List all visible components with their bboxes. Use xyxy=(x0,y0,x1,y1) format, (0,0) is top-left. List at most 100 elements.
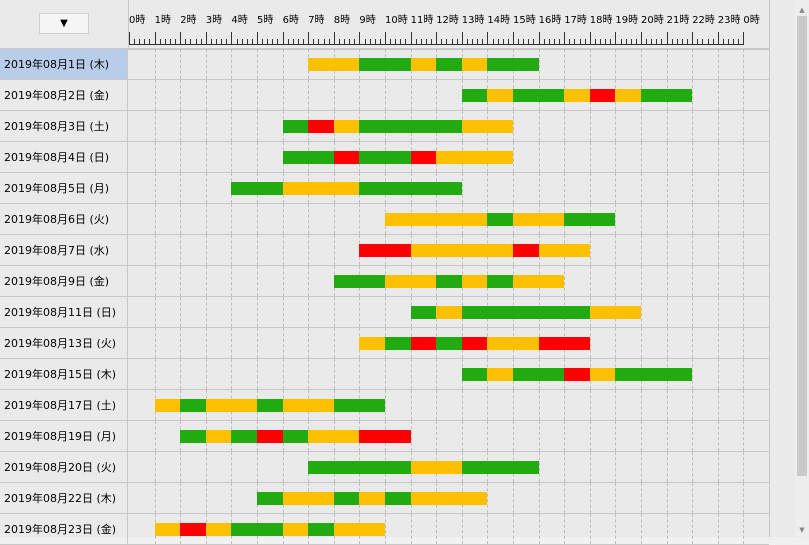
day-row[interactable]: 2019年08月9日 (金) xyxy=(0,266,769,297)
row-date-label[interactable]: 2019年08月13日 (火) xyxy=(0,328,128,358)
time-segment-green[interactable] xyxy=(333,399,385,412)
time-segment-red[interactable] xyxy=(257,430,283,443)
time-segment-green[interactable] xyxy=(564,213,616,226)
time-segment-red[interactable] xyxy=(538,337,590,350)
time-segment-green[interactable] xyxy=(282,120,309,133)
time-segment-green[interactable] xyxy=(333,492,360,505)
time-segment-green[interactable] xyxy=(359,58,411,71)
time-segment-red[interactable] xyxy=(359,244,411,257)
time-segment-yellow[interactable] xyxy=(615,89,641,102)
row-date-label[interactable]: 2019年08月7日 (水) xyxy=(0,235,128,265)
day-row[interactable]: 2019年08月13日 (火) xyxy=(0,328,769,359)
time-segment-yellow[interactable] xyxy=(154,399,181,412)
day-row[interactable]: 2019年08月2日 (金) xyxy=(0,80,769,111)
time-segment-green[interactable] xyxy=(487,58,539,71)
time-segment-yellow[interactable] xyxy=(282,492,334,505)
day-row[interactable]: 2019年08月6日 (火) xyxy=(0,204,769,235)
row-date-label[interactable]: 2019年08月11日 (日) xyxy=(0,297,128,327)
day-row[interactable]: 2019年08月11日 (日) xyxy=(0,297,769,328)
time-segment-yellow[interactable] xyxy=(359,337,385,350)
time-segment-yellow[interactable] xyxy=(461,58,488,71)
time-segment-yellow[interactable] xyxy=(205,523,232,536)
row-date-label[interactable]: 2019年08月20日 (火) xyxy=(0,452,128,482)
row-date-label[interactable]: 2019年08月3日 (土) xyxy=(0,111,128,141)
time-segment-yellow[interactable] xyxy=(538,244,590,257)
time-segment-green[interactable] xyxy=(257,492,283,505)
time-segment-yellow[interactable] xyxy=(205,430,232,443)
row-date-label[interactable]: 2019年08月1日 (木) xyxy=(0,49,128,79)
row-date-label[interactable]: 2019年08月6日 (火) xyxy=(0,204,128,234)
time-segment-yellow[interactable] xyxy=(513,275,565,288)
row-date-label[interactable]: 2019年08月17日 (土) xyxy=(0,390,128,420)
vertical-scrollbar[interactable]: ▲ ▼ xyxy=(795,0,809,537)
day-row[interactable]: 2019年08月23日 (金) xyxy=(0,514,769,545)
time-segment-red[interactable] xyxy=(461,337,488,350)
time-segment-yellow[interactable] xyxy=(385,213,488,226)
time-segment-yellow[interactable] xyxy=(333,523,385,536)
time-segment-green[interactable] xyxy=(231,430,257,443)
time-segment-red[interactable] xyxy=(513,244,539,257)
time-segment-yellow[interactable] xyxy=(487,368,513,381)
time-segment-green[interactable] xyxy=(385,492,411,505)
row-date-label[interactable]: 2019年08月22日 (木) xyxy=(0,483,128,513)
time-segment-yellow[interactable] xyxy=(282,523,309,536)
scroll-down-icon[interactable]: ▼ xyxy=(799,526,805,534)
time-segment-yellow[interactable] xyxy=(282,182,360,195)
time-segment-yellow[interactable] xyxy=(410,244,513,257)
time-segment-green[interactable] xyxy=(385,337,411,350)
time-segment-green[interactable] xyxy=(615,368,693,381)
time-segment-green[interactable] xyxy=(436,337,462,350)
time-segment-yellow[interactable] xyxy=(436,306,462,319)
time-segment-yellow[interactable] xyxy=(308,430,360,443)
dropdown-button[interactable]: ▼ xyxy=(39,13,89,34)
time-segment-yellow[interactable] xyxy=(564,89,590,102)
day-row[interactable]: 2019年08月17日 (土) xyxy=(0,390,769,421)
day-row[interactable]: 2019年08月19日 (月) xyxy=(0,421,769,452)
time-segment-yellow[interactable] xyxy=(359,492,385,505)
time-segment-yellow[interactable] xyxy=(410,58,437,71)
time-segment-red[interactable] xyxy=(410,337,437,350)
time-segment-green[interactable] xyxy=(282,430,309,443)
day-row[interactable]: 2019年08月15日 (木) xyxy=(0,359,769,390)
time-segment-green[interactable] xyxy=(461,306,590,319)
time-segment-green[interactable] xyxy=(257,399,283,412)
row-date-label[interactable]: 2019年08月4日 (日) xyxy=(0,142,128,172)
time-segment-green[interactable] xyxy=(436,58,462,71)
time-segment-yellow[interactable] xyxy=(487,89,513,102)
time-segment-yellow[interactable] xyxy=(205,399,257,412)
time-segment-green[interactable] xyxy=(359,120,462,133)
time-segment-yellow[interactable] xyxy=(436,151,513,164)
time-segment-green[interactable] xyxy=(231,523,283,536)
time-segment-yellow[interactable] xyxy=(308,58,360,71)
time-segment-green[interactable] xyxy=(410,306,437,319)
row-date-label[interactable]: 2019年08月5日 (月) xyxy=(0,173,128,203)
time-segment-green[interactable] xyxy=(487,275,513,288)
day-row[interactable]: 2019年08月3日 (土) xyxy=(0,111,769,142)
day-row[interactable]: 2019年08月5日 (月) xyxy=(0,173,769,204)
row-date-label[interactable]: 2019年08月23日 (金) xyxy=(0,514,128,544)
time-segment-red[interactable] xyxy=(308,120,334,133)
time-segment-green[interactable] xyxy=(308,523,334,536)
time-segment-yellow[interactable] xyxy=(461,120,513,133)
time-segment-red[interactable] xyxy=(333,151,360,164)
time-segment-green[interactable] xyxy=(333,275,385,288)
time-segment-red[interactable] xyxy=(589,89,616,102)
day-row[interactable]: 2019年08月20日 (火) xyxy=(0,452,769,483)
time-segment-green[interactable] xyxy=(180,399,206,412)
time-segment-yellow[interactable] xyxy=(282,399,334,412)
scrollbar-thumb[interactable] xyxy=(797,16,807,476)
time-segment-yellow[interactable] xyxy=(487,337,539,350)
row-date-label[interactable]: 2019年08月2日 (金) xyxy=(0,80,128,110)
time-segment-green[interactable] xyxy=(180,430,206,443)
time-segment-green[interactable] xyxy=(641,89,693,102)
row-date-label[interactable]: 2019年08月9日 (金) xyxy=(0,266,128,296)
time-segment-green[interactable] xyxy=(461,368,488,381)
time-segment-red[interactable] xyxy=(410,151,437,164)
time-segment-red[interactable] xyxy=(359,430,411,443)
time-segment-yellow[interactable] xyxy=(333,120,360,133)
time-segment-green[interactable] xyxy=(282,151,334,164)
row-date-label[interactable]: 2019年08月19日 (月) xyxy=(0,421,128,451)
time-segment-yellow[interactable] xyxy=(410,492,488,505)
row-date-label[interactable]: 2019年08月15日 (木) xyxy=(0,359,128,389)
time-segment-yellow[interactable] xyxy=(154,523,181,536)
